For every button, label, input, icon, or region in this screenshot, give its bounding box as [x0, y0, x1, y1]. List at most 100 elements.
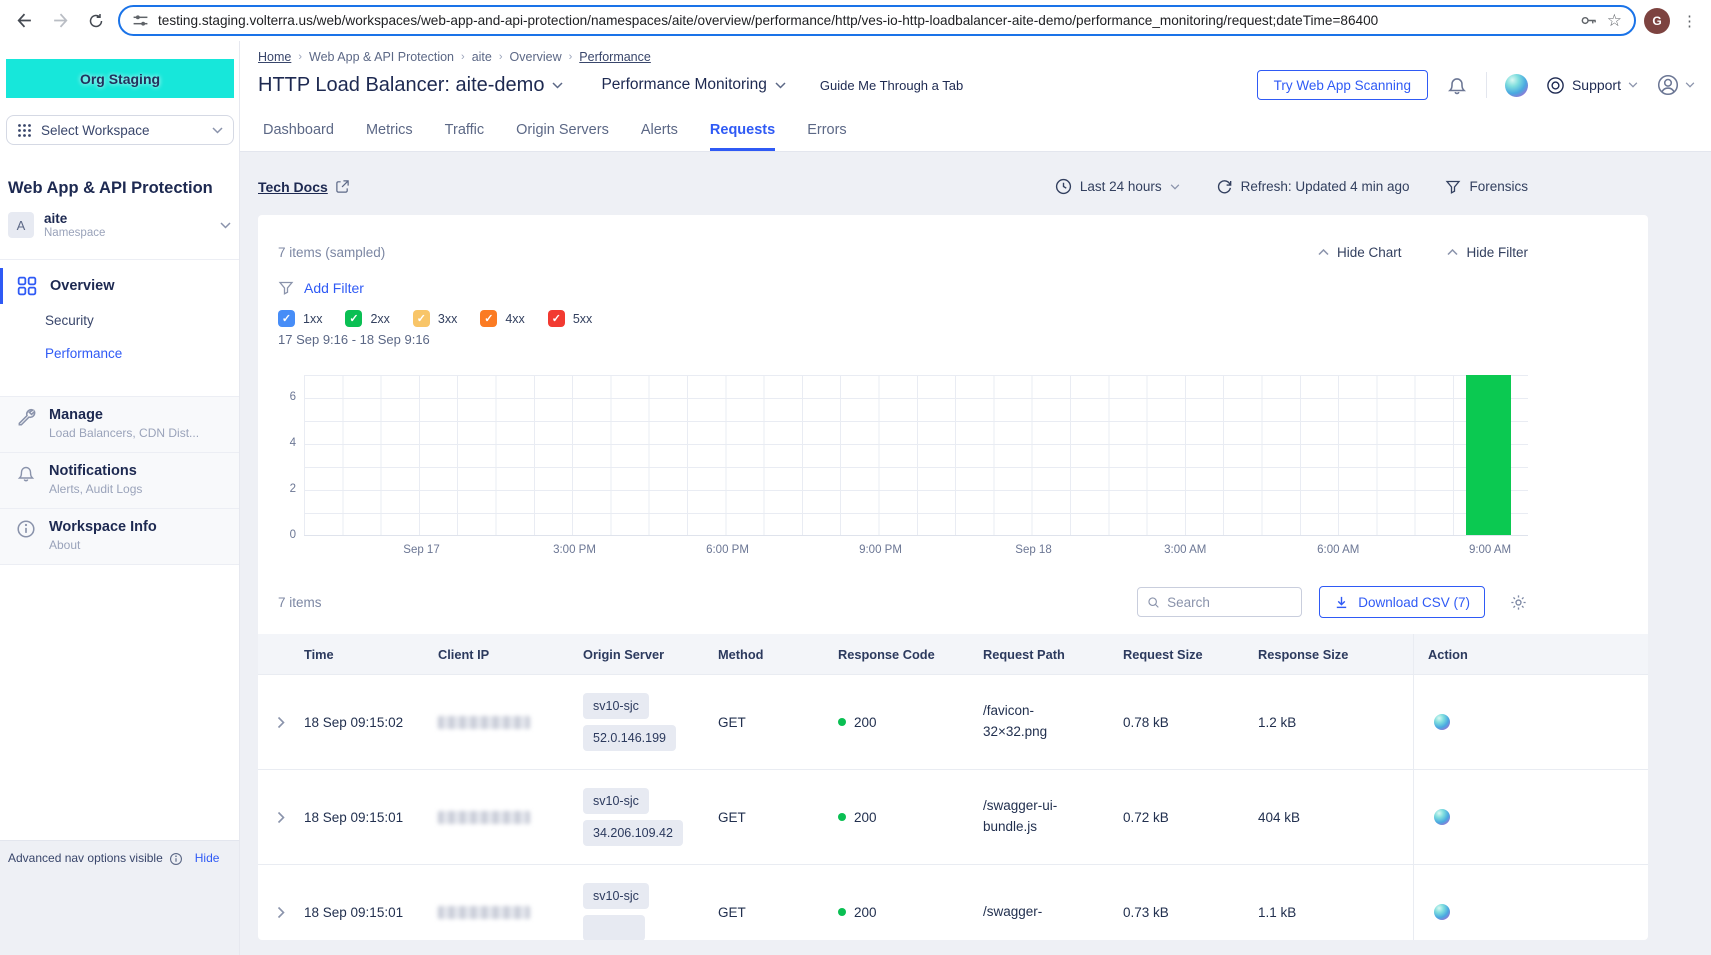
filter-2xx[interactable]: ✓ 2xx	[345, 310, 389, 327]
tech-docs-link[interactable]: Tech Docs	[258, 179, 328, 195]
tab-origin-servers[interactable]: Origin Servers	[516, 110, 609, 151]
checkbox-5xx[interactable]: ✓	[548, 310, 565, 327]
origin-ip-chip[interactable]: 52.0.146.199	[583, 725, 676, 751]
chevron-down-icon[interactable]	[552, 82, 563, 89]
action-sphere-icon[interactable]	[1434, 904, 1450, 920]
hide-advanced-nav-link[interactable]: Hide	[195, 851, 220, 865]
table-search[interactable]	[1137, 587, 1302, 617]
chevron-down-icon	[1685, 82, 1695, 88]
breadcrumb-home[interactable]: Home	[258, 50, 291, 64]
filter-1xx[interactable]: ✓ 1xx	[278, 310, 322, 327]
row-expand-chevron[interactable]	[258, 716, 304, 729]
url-text[interactable]: testing.staging.volterra.us/web/workspac…	[158, 13, 1570, 28]
browser-profile-avatar[interactable]: G	[1644, 8, 1670, 34]
client-ip-redacted	[438, 811, 530, 824]
sidebar-item-manage[interactable]: Manage Load Balancers, CDN Dist...	[0, 396, 239, 453]
notifications-bell-icon[interactable]	[1446, 74, 1468, 96]
origin-site-chip[interactable]: sv10-sjc	[583, 883, 649, 909]
table-row[interactable]: 18 Sep 09:15:02 sv10-sjc 52.0.146.199 GE…	[258, 674, 1648, 769]
checkbox-3xx[interactable]: ✓	[413, 310, 430, 327]
toolbar-row: Tech Docs Last 24 hours Refresh: Updated…	[258, 178, 1648, 195]
breadcrumb-item[interactable]: aite	[472, 50, 492, 64]
origin-site-chip[interactable]: sv10-sjc	[583, 693, 649, 719]
table-settings-gear-icon[interactable]	[1509, 593, 1528, 612]
search-input[interactable]	[1167, 595, 1292, 610]
breadcrumb-item[interactable]: Overview	[510, 50, 562, 64]
cell-action	[1413, 675, 1648, 769]
col-response-code: Response Code	[838, 647, 983, 662]
col-request-size: Request Size	[1123, 647, 1258, 662]
add-filter-button[interactable]: Add Filter	[278, 280, 1648, 296]
volterra-sphere-avatar[interactable]	[1505, 74, 1528, 97]
download-csv-button[interactable]: Download CSV (7)	[1319, 586, 1485, 618]
forward-arrow-icon	[52, 12, 69, 29]
bookmark-star-icon[interactable]: ☆	[1607, 12, 1622, 29]
x-tick: 9:00 AM	[1469, 544, 1511, 556]
browser-forward-button[interactable]	[46, 7, 74, 35]
hide-filter-button[interactable]: Hide Filter	[1447, 245, 1528, 260]
row-expand-chevron[interactable]	[258, 811, 304, 824]
cell-response-size: 1.2 kB	[1258, 715, 1413, 730]
breadcrumb-item[interactable]: Web App & API Protection	[309, 50, 454, 64]
sidebar-item-workspace-info[interactable]: Workspace Info About	[0, 509, 239, 565]
sidebar-divider	[0, 259, 239, 260]
refresh-button[interactable]: Refresh: Updated 4 min ago	[1216, 178, 1410, 195]
tab-errors[interactable]: Errors	[807, 110, 846, 151]
origin-site-chip[interactable]: sv10-sjc	[583, 788, 649, 814]
action-sphere-icon[interactable]	[1434, 714, 1450, 730]
sidebar-item-overview[interactable]: Overview	[0, 268, 239, 304]
address-bar[interactable]: testing.staging.volterra.us/web/workspac…	[118, 5, 1636, 36]
filter-3xx[interactable]: ✓ 3xx	[413, 310, 457, 327]
sidebar-item-performance[interactable]: Performance	[0, 337, 239, 370]
page-title: HTTP Load Balancer: aite-demo	[258, 74, 544, 97]
breadcrumb: Home› Web App & API Protection› aite› Ov…	[258, 50, 1695, 64]
filter-4xx[interactable]: ✓ 4xx	[480, 310, 524, 327]
workspace-selector[interactable]: Select Workspace	[6, 115, 234, 145]
checkbox-1xx[interactable]: ✓	[278, 310, 295, 327]
checkbox-2xx[interactable]: ✓	[345, 310, 362, 327]
namespace-selector[interactable]: A aite Namespace	[8, 211, 231, 239]
sidebar-item-notifications[interactable]: Notifications Alerts, Audit Logs	[0, 453, 239, 509]
chart-plot-area[interactable]	[304, 375, 1528, 536]
guide-me-link[interactable]: Guide Me Through a Tab	[820, 78, 963, 93]
tab-alerts[interactable]: Alerts	[641, 110, 678, 151]
hide-chart-button[interactable]: Hide Chart	[1318, 245, 1402, 260]
checkbox-4xx[interactable]: ✓	[480, 310, 497, 327]
chevron-down-icon[interactable]	[775, 82, 786, 89]
user-menu[interactable]	[1656, 73, 1695, 97]
browser-back-button[interactable]	[10, 7, 38, 35]
refresh-label: Refresh: Updated 4 min ago	[1241, 179, 1410, 194]
subnav-selector[interactable]: Performance Monitoring	[601, 76, 766, 94]
support-menu[interactable]: Support	[1546, 76, 1638, 95]
sidebar-item-security[interactable]: Security	[0, 304, 239, 337]
hide-chart-label: Hide Chart	[1337, 245, 1402, 260]
namespace-sublabel: Namespace	[44, 227, 210, 239]
browser-reload-button[interactable]	[82, 7, 110, 35]
download-csv-label: Download CSV (7)	[1358, 595, 1470, 610]
try-web-app-scanning-button[interactable]: Try Web App Scanning	[1257, 70, 1428, 100]
items-sampled-label: 7 items (sampled)	[278, 245, 385, 260]
site-settings-icon[interactable]	[132, 12, 149, 29]
header-divider	[1486, 72, 1487, 98]
filter-5xx[interactable]: ✓ 5xx	[548, 310, 592, 327]
tab-dashboard[interactable]: Dashboard	[263, 110, 334, 151]
time-range-selector[interactable]: Last 24 hours	[1055, 178, 1180, 195]
tab-traffic[interactable]: Traffic	[445, 110, 484, 151]
chart-bar[interactable]	[1466, 375, 1511, 535]
action-sphere-icon[interactable]	[1434, 809, 1450, 825]
table-row[interactable]: 18 Sep 09:15:01 sv10-sjc 34.206.109.42 G…	[258, 769, 1648, 864]
chevron-down-icon	[220, 222, 231, 229]
origin-ip-chip[interactable]	[583, 915, 645, 940]
row-expand-chevron[interactable]	[258, 906, 304, 919]
breadcrumb-performance[interactable]: Performance	[579, 50, 651, 64]
browser-menu-icon[interactable]: ⋮	[1678, 12, 1701, 30]
password-key-icon[interactable]	[1579, 11, 1598, 30]
origin-ip-chip[interactable]: 34.206.109.42	[583, 820, 683, 846]
table-row[interactable]: 18 Sep 09:15:01 sv10-sjc GET 200 /swagge…	[258, 864, 1648, 940]
tab-metrics[interactable]: Metrics	[366, 110, 413, 151]
status-dot	[838, 718, 846, 726]
cell-origin-server: sv10-sjc 52.0.146.199	[583, 693, 718, 751]
tab-requests[interactable]: Requests	[710, 110, 775, 151]
group-title: Workspace Info	[49, 519, 157, 535]
forensics-button[interactable]: Forensics	[1445, 179, 1528, 195]
